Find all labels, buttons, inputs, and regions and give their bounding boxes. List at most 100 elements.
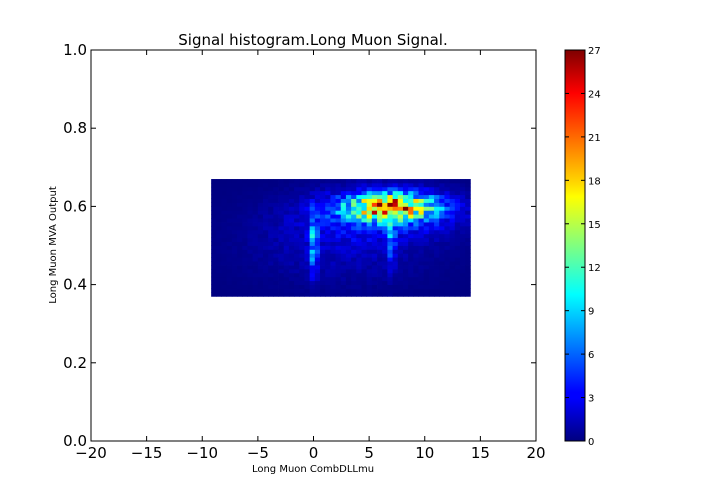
chart-title: Signal histogram.Long Muon Signal.: [178, 31, 447, 49]
histogram-cell: [465, 222, 471, 227]
histogram-cell: [397, 241, 404, 246]
histogram-cell: [392, 280, 399, 285]
histogram-cell: [366, 214, 373, 219]
histogram-cell: [371, 194, 378, 199]
histogram-cell: [377, 222, 383, 227]
x-tick-label: −10: [186, 444, 218, 462]
histogram-cell: [325, 225, 331, 231]
histogram-cell: [397, 292, 404, 297]
histogram-cell: [262, 210, 269, 215]
histogram-cell: [397, 272, 404, 278]
histogram-cell: [397, 225, 404, 231]
histogram-cell: [392, 214, 399, 219]
histogram-cell: [465, 261, 471, 266]
histogram-cell: [361, 222, 368, 227]
histogram-cell: [335, 261, 342, 266]
histogram-cell: [454, 182, 461, 188]
histogram-cell: [247, 222, 254, 227]
histogram-cell: [345, 265, 352, 270]
x-tick-label: −20: [75, 444, 107, 462]
histogram-cell: [252, 210, 259, 215]
histogram-cell: [226, 249, 233, 254]
histogram-cell: [361, 233, 368, 239]
histogram-cell: [268, 241, 274, 246]
histogram-cell: [247, 198, 254, 203]
histogram-cell: [418, 253, 425, 258]
histogram-cell: [392, 241, 399, 246]
histogram-cell: [335, 194, 342, 199]
histogram-cell: [283, 182, 290, 188]
histogram-cell: [444, 190, 451, 196]
histogram-cell: [288, 182, 295, 188]
histogram-cell: [325, 222, 331, 227]
histogram-cell: [392, 182, 399, 188]
histogram-cell: [226, 222, 233, 227]
histogram-cell: [444, 284, 451, 289]
histogram-cell: [434, 190, 440, 196]
histogram-cell: [221, 225, 228, 231]
histogram-cell: [294, 210, 300, 215]
histogram-cell: [309, 272, 316, 278]
histogram-cell: [371, 280, 378, 285]
histogram-cell: [320, 268, 326, 274]
histogram-cell: [226, 276, 233, 282]
histogram-cell: [314, 229, 321, 235]
histogram-cell: [226, 214, 233, 219]
x-tick-label: 0: [309, 444, 319, 462]
histogram-cell: [268, 265, 274, 270]
histogram-cell: [335, 257, 342, 262]
histogram-cell: [325, 229, 331, 235]
histogram-cell: [434, 218, 440, 223]
histogram-cell: [423, 229, 430, 235]
histogram-cell: [211, 202, 217, 207]
histogram-cell: [340, 194, 347, 199]
histogram-cell: [257, 210, 264, 215]
histogram-cell: [237, 249, 243, 254]
histogram-cell: [423, 265, 430, 270]
histogram-cell: [314, 265, 321, 270]
histogram-cell: [237, 182, 243, 188]
histogram-cell: [418, 280, 425, 285]
histogram-cell: [397, 284, 404, 289]
histogram-cell: [423, 194, 430, 199]
histogram-cell: [418, 292, 425, 297]
histogram-cell: [413, 276, 419, 282]
histogram-cell: [377, 280, 383, 285]
histogram-cell: [314, 182, 321, 188]
histogram-cell: [211, 253, 217, 258]
histogram-cell: [345, 190, 352, 196]
histogram-cell: [377, 210, 383, 215]
histogram-cell: [216, 237, 222, 242]
histogram-cell: [392, 284, 399, 289]
histogram-cell: [226, 237, 233, 242]
histogram-cell: [387, 233, 393, 239]
histogram-cell: [371, 253, 378, 258]
histogram-cell: [340, 265, 347, 270]
histogram-cell: [387, 280, 393, 285]
histogram-cell: [268, 194, 274, 199]
histogram-cell: [226, 257, 233, 262]
histogram-cell: [309, 237, 316, 242]
histogram-cell: [252, 249, 259, 254]
histogram-cell: [211, 210, 217, 215]
histogram-cell: [262, 292, 269, 297]
histogram-cell: [299, 284, 305, 289]
histogram-cell: [257, 233, 264, 239]
histogram-cell: [309, 284, 316, 289]
histogram-cell: [237, 237, 243, 242]
histogram-cell: [444, 292, 451, 297]
histogram-cell: [371, 190, 378, 196]
histogram-cell: [231, 237, 238, 242]
histogram-cell: [413, 202, 419, 207]
histogram-cell: [366, 210, 373, 215]
histogram-cell: [299, 218, 305, 223]
histogram-cell: [428, 198, 435, 203]
histogram-cell: [454, 253, 461, 258]
histogram-cell: [418, 194, 425, 199]
histogram-cell: [299, 198, 305, 203]
histogram-cell: [454, 190, 461, 196]
histogram-cell: [320, 245, 326, 250]
histogram-cell: [459, 218, 466, 223]
histogram-cell: [330, 257, 336, 262]
histogram-cell: [309, 249, 316, 254]
